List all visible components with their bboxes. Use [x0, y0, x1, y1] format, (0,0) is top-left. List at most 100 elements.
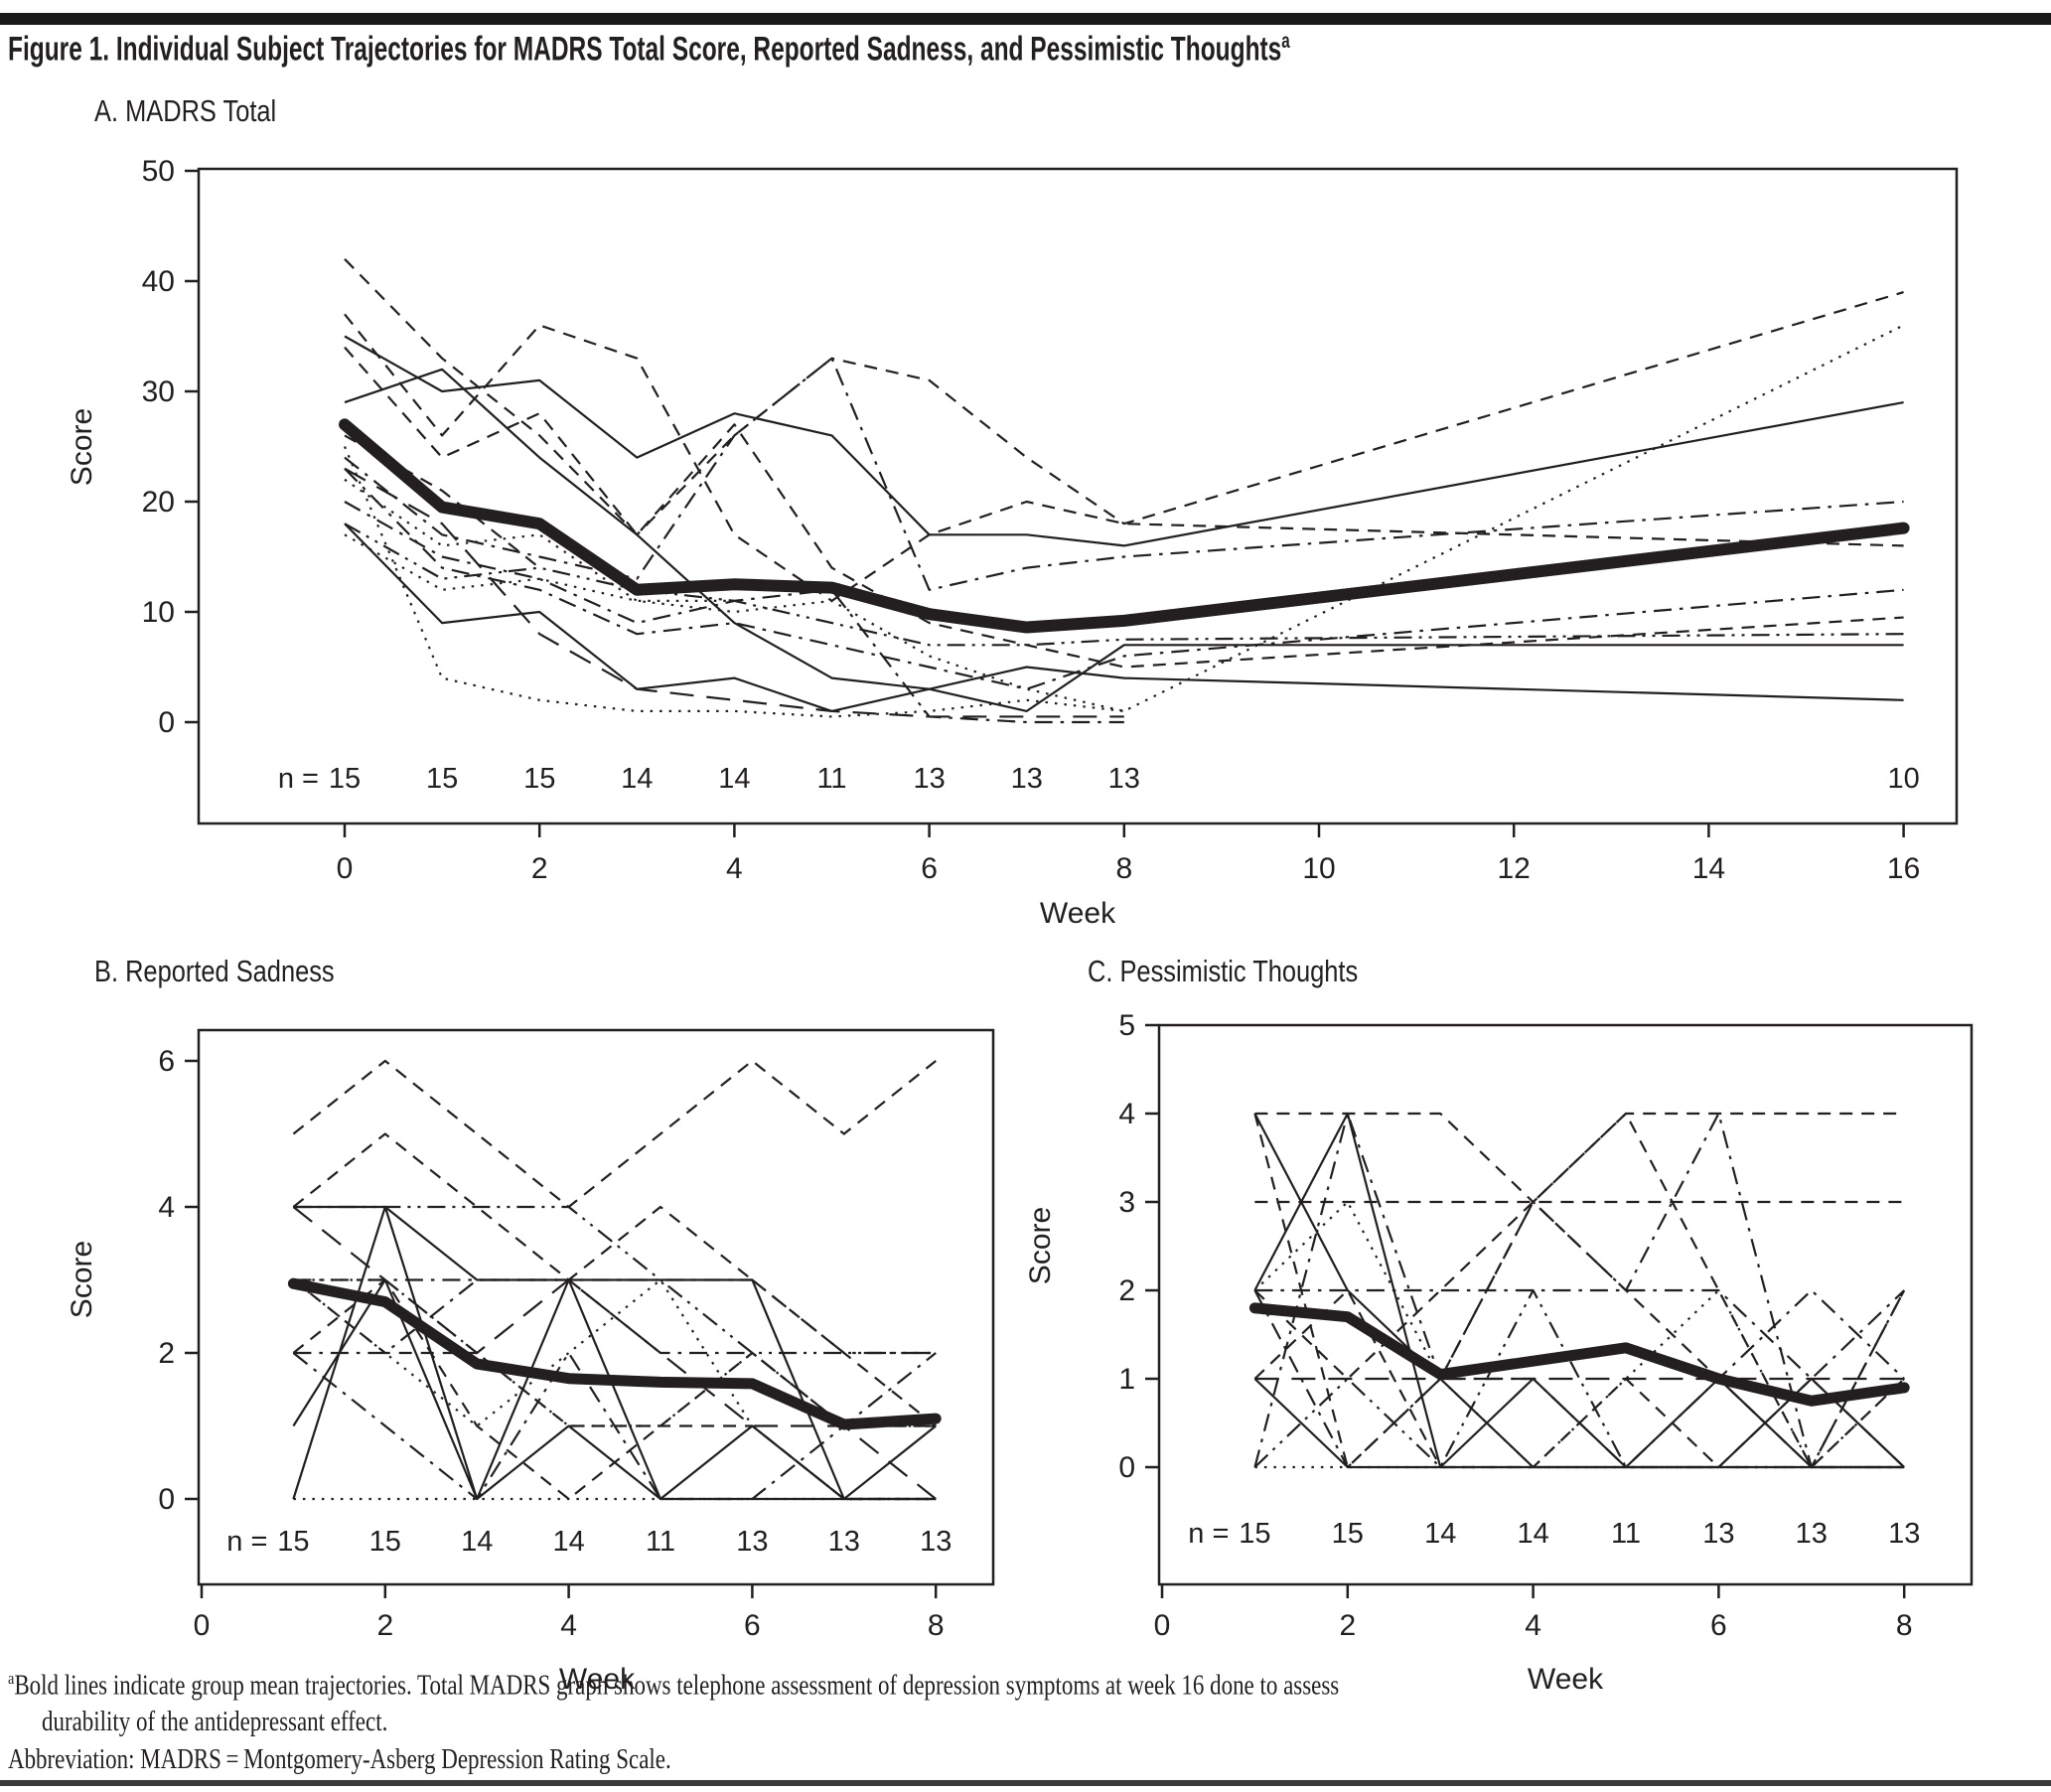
panel-b-subject-line-12 — [292, 1278, 937, 1501]
panel-b-n-value: 15 — [369, 1526, 401, 1558]
panel-b-xtick-label: 2 — [376, 1609, 393, 1642]
panel-c-plot: 0 1 2 3 4 5 0 2 4 6 8 n = 15 15 14 14 11 13 13 13 Week Score — [1024, 1009, 1974, 1696]
panel-a-n-value: 13 — [1011, 763, 1043, 795]
panel-b-subject-line-8 — [292, 1205, 937, 1501]
panel-a-xtick-label: 0 — [337, 852, 354, 885]
panel-a-n-prefix: n = — [278, 763, 319, 795]
panel-c-y-axis-title: Score — [1024, 1207, 1057, 1284]
panel-b-subject-line-3 — [293, 1205, 937, 1355]
panel-c-n-value: 13 — [1702, 1518, 1734, 1550]
panel-b-subject-line-2 — [292, 1132, 937, 1427]
panel-a-mean-line — [339, 418, 1910, 634]
panel-a-xtick-label: 10 — [1302, 852, 1335, 885]
panel-b-label: B. Reported Sadness — [94, 954, 335, 988]
panel-b-xtick-label: 4 — [560, 1609, 577, 1642]
panel-c-n-value: 13 — [1888, 1518, 1920, 1550]
panel-a-n-value: 13 — [1108, 763, 1140, 795]
panel-a-xtick-label: 4 — [726, 852, 743, 885]
figure-title-superscript: a — [1281, 30, 1290, 53]
panel-b-border — [197, 1028, 995, 1586]
panel-b-n-value: 15 — [277, 1526, 309, 1558]
panel-a-n-value: 14 — [621, 763, 653, 795]
panel-b-ytick-label: 4 — [158, 1191, 175, 1224]
panel-a-subject-line-3 — [344, 313, 1904, 603]
panel-a-n-value: 14 — [718, 763, 750, 795]
panel-b-subject-line-1 — [292, 1059, 937, 1209]
panel-c-n-value: 14 — [1517, 1518, 1548, 1550]
panel-b-xtick-label: 6 — [744, 1609, 761, 1642]
figure-title-text: Figure 1. Individual Subject Trajectorie… — [8, 30, 1282, 69]
panel-b-xtick-label: 8 — [928, 1609, 945, 1642]
panel-a-xtick-label: 14 — [1692, 852, 1725, 885]
panel-c-subject-line-12 — [1253, 1200, 1906, 1469]
footnote-superscript: a — [8, 1669, 15, 1688]
panel-c-subject-line-8 — [1253, 1112, 1905, 1469]
panel-b-ytick-label: 0 — [158, 1483, 175, 1516]
panel-a-n-value: 15 — [523, 763, 555, 795]
panel-c-n-value: 15 — [1239, 1518, 1270, 1550]
panel-a-n-value: 10 — [1887, 763, 1919, 795]
panel-c-xtick-label: 2 — [1339, 1609, 1356, 1642]
panel-a-subject-line-7 — [344, 346, 1904, 669]
panel-c-subject-line-10 — [1253, 1288, 1905, 1469]
panel-c-n-value: 14 — [1424, 1518, 1456, 1550]
panel-a-x-axis-title: Week — [1040, 897, 1116, 930]
panel-a-xtick-label: 8 — [1115, 852, 1132, 885]
bottom-rule-bar — [0, 1780, 2051, 1786]
panel-c-subject-line-4 — [1253, 1200, 1905, 1469]
panel-c-subject-line-15 — [1253, 1288, 1905, 1469]
panel-b-subject-line-11 — [292, 1206, 937, 1500]
panel-c-n-value: 13 — [1796, 1518, 1828, 1550]
panel-c-ytick-label: 5 — [1118, 1009, 1135, 1042]
panel-a-xtick-label: 2 — [531, 852, 548, 885]
panel-b-n-value: 13 — [736, 1526, 768, 1558]
panel-a-ytick-label: 50 — [142, 155, 175, 188]
panel-b-xtick-label: 0 — [194, 1609, 211, 1642]
panel-b-n-value: 14 — [552, 1526, 584, 1558]
panel-c-xtick-label: 0 — [1154, 1609, 1171, 1642]
panel-c-n-value: 11 — [1611, 1518, 1641, 1550]
panel-c-n-prefix: n = — [1188, 1518, 1229, 1550]
panel-a-border — [197, 167, 1959, 825]
panel-a-subject-line-14 — [344, 434, 540, 569]
panel-b-ytick-label: 2 — [158, 1337, 175, 1370]
panel-b-ytick-label: 6 — [158, 1045, 175, 1078]
panel-a-plot: 0 10 20 30 40 50 0 2 4 6 8 10 12 14 16 n = 15 15 15 14 14 11 1… — [66, 155, 1959, 930]
panel-c-ytick-label: 4 — [1118, 1098, 1135, 1130]
top-rule-bar — [0, 13, 2051, 25]
panel-c-ytick-label: 1 — [1118, 1363, 1135, 1396]
panel-c-x-axis-title: Week — [1528, 1663, 1604, 1696]
panel-b-y-axis-title: Score — [66, 1241, 98, 1318]
panel-c-ytick-label: 2 — [1118, 1274, 1135, 1307]
panel-a-subject-line-10 — [344, 523, 1904, 713]
panel-a-xtick-label: 16 — [1887, 852, 1920, 885]
panel-c-border — [1157, 1023, 1974, 1586]
panel-a-ytick-label: 40 — [142, 265, 175, 298]
panel-a-xtick-label: 12 — [1498, 852, 1531, 885]
panel-a-ytick-label: 20 — [142, 486, 175, 519]
footnote-line-1-text: Bold lines indicate group mean trajector… — [14, 1670, 1340, 1702]
panel-b-n-value: 13 — [920, 1526, 952, 1558]
panel-a-xtick-label: 6 — [921, 852, 938, 885]
panel-a-ytick-label: 0 — [158, 706, 175, 739]
footnote-line-1: aBold lines indicate group mean trajecto… — [8, 1669, 1339, 1702]
panel-a-n-value: 15 — [426, 763, 458, 795]
panel-a-n-value: 15 — [329, 763, 361, 795]
panel-b-x-axis-title: Week — [559, 1663, 636, 1696]
panel-a-n-value: 13 — [913, 763, 945, 795]
panel-c-xtick-label: 6 — [1710, 1609, 1727, 1642]
panel-c-n-value: 15 — [1332, 1518, 1364, 1550]
panel-c-subject-line-1 — [1254, 1112, 1905, 1204]
panel-b-n-value: 14 — [461, 1526, 493, 1558]
panel-a-subject-line-15 — [344, 533, 735, 603]
footnote-abbreviation: Abbreviation: MADRS = Montgomery-Asberg … — [8, 1744, 671, 1775]
figure-title: Figure 1. Individual Subject Trajectorie… — [8, 30, 1290, 69]
panel-b-mean-line — [287, 1277, 942, 1430]
panel-a-subject-line-5 — [344, 324, 1905, 713]
panel-c-subject-line-5 — [1254, 1288, 1905, 1381]
panel-c-mean-line — [1248, 1302, 1910, 1407]
panel-a-y-axis-title: Score — [66, 408, 98, 486]
panel-c-ytick-label: 0 — [1118, 1451, 1135, 1484]
